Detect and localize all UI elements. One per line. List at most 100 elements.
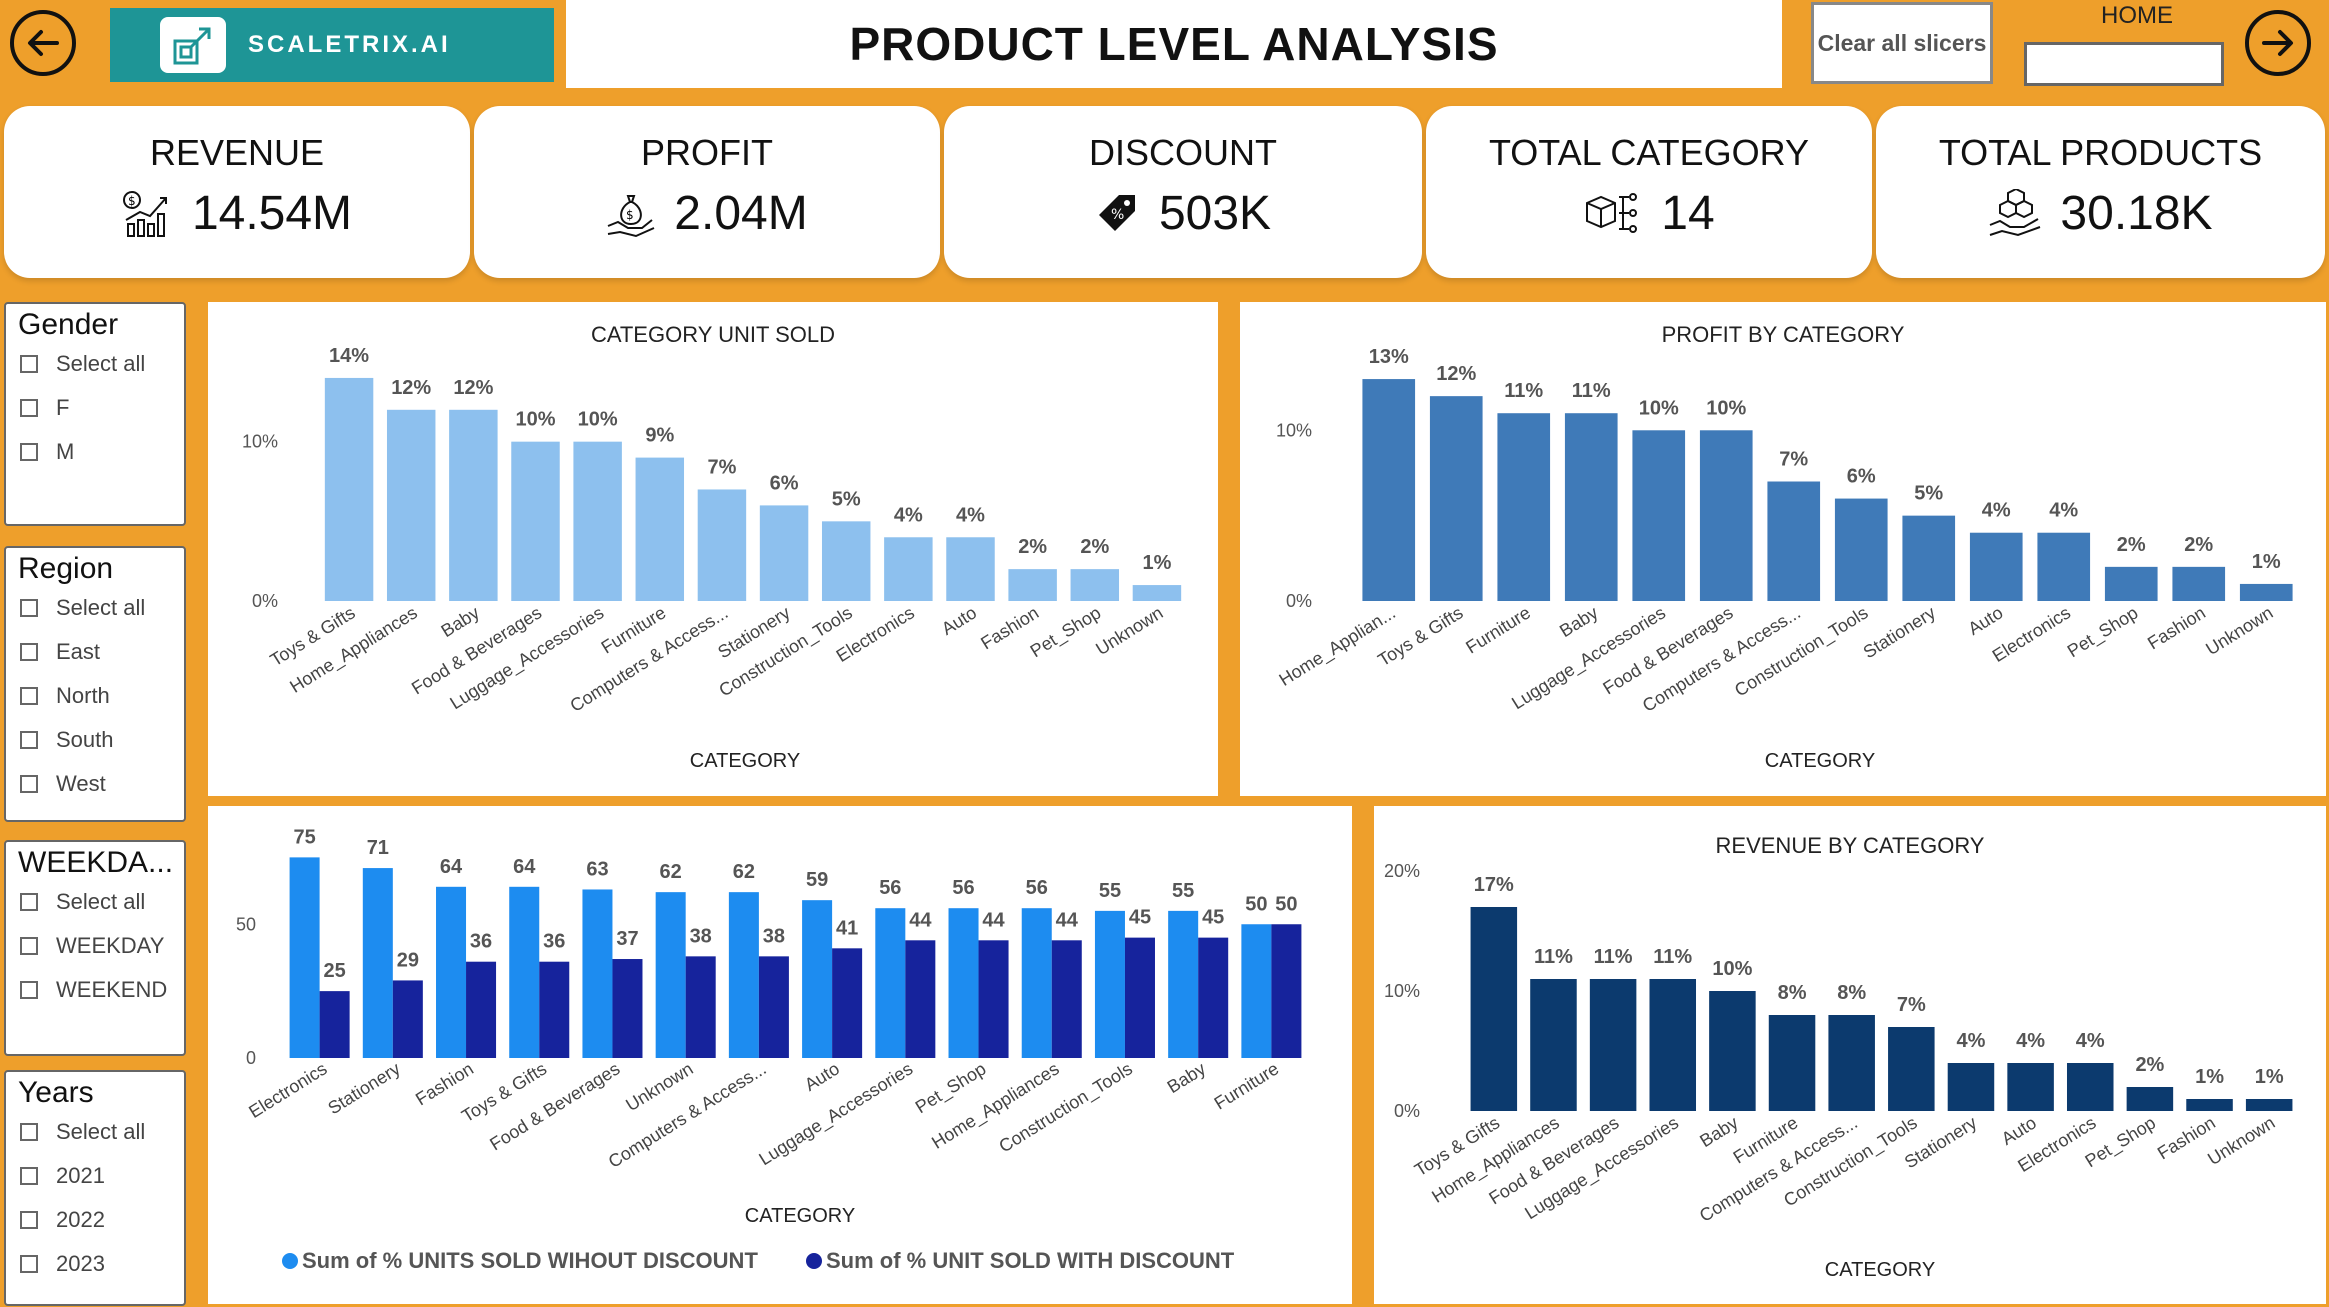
bar[interactable]: [1168, 910, 1199, 1058]
back-button[interactable]: [10, 10, 76, 76]
slicer-option[interactable]: Select all: [6, 1110, 184, 1154]
bar[interactable]: [2186, 1099, 2233, 1111]
bar[interactable]: [655, 892, 686, 1058]
bar[interactable]: [1589, 979, 1637, 1111]
bar[interactable]: [1094, 910, 1125, 1058]
slicer-option[interactable]: Select all: [6, 586, 184, 630]
bar[interactable]: [392, 980, 423, 1058]
bar[interactable]: [2245, 1099, 2293, 1111]
checkbox[interactable]: [20, 687, 38, 705]
bar[interactable]: [1241, 924, 1272, 1058]
checkbox[interactable]: [20, 443, 38, 461]
bar[interactable]: [324, 377, 374, 601]
bar[interactable]: [978, 940, 1009, 1058]
bar[interactable]: [1497, 413, 1551, 601]
checkbox[interactable]: [20, 1123, 38, 1141]
forward-button[interactable]: [2245, 10, 2311, 76]
checkbox[interactable]: [20, 399, 38, 417]
bar[interactable]: [758, 956, 789, 1058]
bar[interactable]: [449, 409, 498, 601]
bar[interactable]: [1699, 430, 1753, 601]
bar[interactable]: [511, 441, 560, 601]
bar[interactable]: [1429, 396, 1483, 601]
clear-slicers-button[interactable]: Clear all slicers: [1811, 2, 1993, 84]
bar[interactable]: [1767, 481, 1821, 602]
bar[interactable]: [289, 857, 320, 1058]
bar[interactable]: [875, 908, 906, 1058]
bar[interactable]: [2126, 1087, 2174, 1111]
bar[interactable]: [1834, 498, 1888, 601]
bar[interactable]: [1709, 991, 1756, 1111]
bar[interactable]: [466, 961, 497, 1058]
bar[interactable]: [386, 409, 436, 601]
checkbox[interactable]: [20, 937, 38, 955]
bar[interactable]: [1649, 979, 1697, 1111]
slicer-option[interactable]: Select all: [6, 880, 184, 924]
slicer-option[interactable]: M: [6, 430, 184, 474]
bar[interactable]: [1362, 379, 1416, 601]
bar[interactable]: [1021, 908, 1052, 1058]
bar[interactable]: [2037, 532, 2091, 601]
checkbox[interactable]: [20, 1167, 38, 1185]
bar[interactable]: [685, 956, 716, 1058]
bar[interactable]: [1969, 532, 2023, 601]
checkbox[interactable]: [20, 1255, 38, 1273]
bar[interactable]: [1828, 1015, 1875, 1111]
bar[interactable]: [905, 940, 936, 1058]
slicer-option[interactable]: WEEKEND: [6, 968, 184, 1012]
bar[interactable]: [832, 948, 863, 1058]
bar[interactable]: [759, 505, 809, 601]
bar[interactable]: [573, 441, 622, 601]
bar[interactable]: [2239, 583, 2293, 601]
slicer-option[interactable]: East: [6, 630, 184, 674]
bar[interactable]: [1124, 937, 1155, 1058]
bar[interactable]: [1132, 585, 1182, 601]
bar[interactable]: [1530, 979, 1577, 1111]
bar[interactable]: [802, 900, 833, 1058]
slicer-option[interactable]: West: [6, 762, 184, 806]
checkbox[interactable]: [20, 355, 38, 373]
bar[interactable]: [948, 908, 979, 1058]
checkbox[interactable]: [20, 775, 38, 793]
bar[interactable]: [2104, 566, 2158, 601]
bar[interactable]: [728, 892, 759, 1058]
bar[interactable]: [582, 889, 613, 1058]
slicer-option[interactable]: WEEKDAY: [6, 924, 184, 968]
bar[interactable]: [1768, 1015, 1816, 1111]
bar[interactable]: [1902, 515, 1956, 601]
bar[interactable]: [697, 489, 747, 601]
bar[interactable]: [2172, 566, 2226, 601]
bar[interactable]: [2007, 1063, 2054, 1111]
bar[interactable]: [1947, 1063, 1995, 1111]
bar[interactable]: [635, 457, 685, 601]
bar[interactable]: [884, 537, 933, 601]
bar[interactable]: [1271, 924, 1302, 1058]
checkbox[interactable]: [20, 893, 38, 911]
bar[interactable]: [946, 537, 995, 601]
bar[interactable]: [1470, 907, 1518, 1111]
bar[interactable]: [1632, 430, 1686, 601]
bar[interactable]: [1198, 937, 1229, 1058]
slicer-option[interactable]: 2021: [6, 1154, 184, 1198]
bar[interactable]: [1564, 413, 1618, 601]
bar[interactable]: [612, 959, 643, 1058]
bar[interactable]: [539, 961, 570, 1058]
slicer-option[interactable]: South: [6, 718, 184, 762]
bar[interactable]: [436, 886, 467, 1058]
bar[interactable]: [821, 521, 871, 601]
bar[interactable]: [2066, 1063, 2114, 1111]
bar[interactable]: [1008, 569, 1057, 601]
bar[interactable]: [362, 868, 393, 1058]
bar[interactable]: [1051, 940, 1082, 1058]
checkbox[interactable]: [20, 643, 38, 661]
slicer-option[interactable]: Select all: [6, 342, 184, 386]
slicer-option[interactable]: North: [6, 674, 184, 718]
checkbox[interactable]: [20, 981, 38, 999]
bar[interactable]: [1070, 569, 1120, 601]
slicer-option[interactable]: F: [6, 386, 184, 430]
bar[interactable]: [1888, 1027, 1935, 1111]
checkbox[interactable]: [20, 1211, 38, 1229]
bar[interactable]: [319, 991, 350, 1058]
slicer-option[interactable]: 2022: [6, 1198, 184, 1242]
bar[interactable]: [509, 886, 540, 1058]
